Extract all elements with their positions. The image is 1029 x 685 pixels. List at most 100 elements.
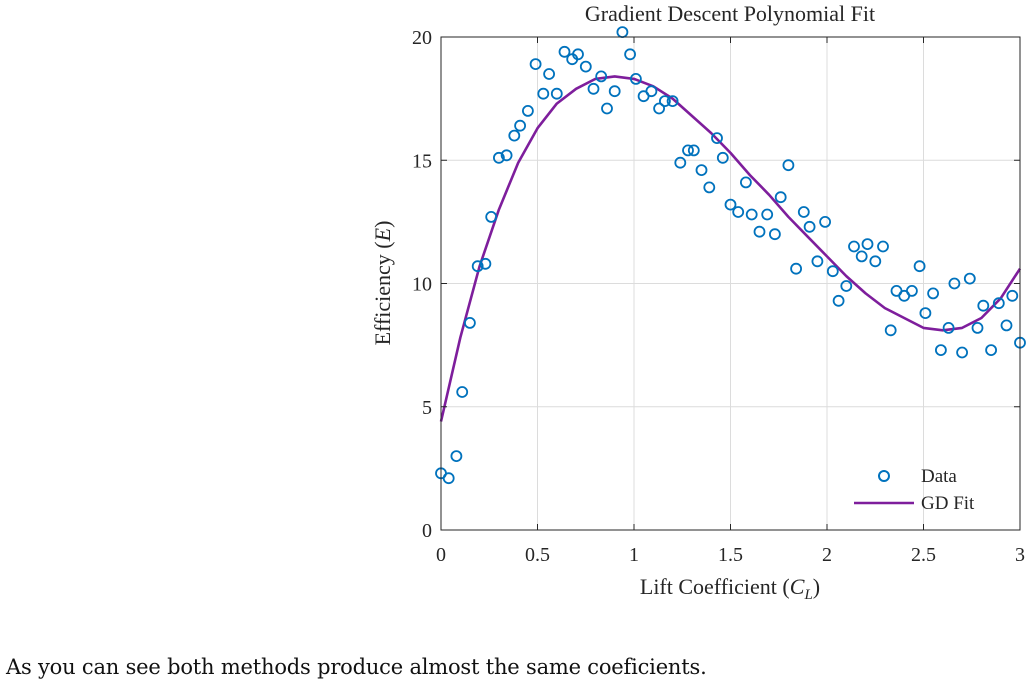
data-point [695, 164, 708, 177]
caption-text: As you can see both methods produce almo… [6, 655, 707, 679]
data-point [450, 450, 463, 463]
x-tick-label: 0 [436, 544, 446, 566]
data-point [711, 132, 723, 145]
x-tick-label: 1.5 [718, 544, 743, 566]
data-point [811, 255, 824, 268]
data-point [724, 198, 737, 211]
chart-title: Gradient Descent Polynomial Fit [585, 1, 875, 26]
data-point [1006, 289, 1019, 302]
data-point [956, 346, 968, 359]
data-point [963, 272, 976, 285]
data-point [840, 280, 853, 292]
data-point [587, 82, 600, 95]
data-point [877, 240, 889, 253]
data-point [797, 206, 810, 218]
data-point [687, 144, 700, 157]
data-point [579, 60, 592, 73]
data-point [906, 284, 918, 297]
data-point [682, 144, 694, 157]
y-tick-label: 15 [412, 150, 432, 172]
legend-marker-icon [878, 470, 890, 482]
data-point [471, 260, 484, 273]
chart: 0 0.5 1 1.5 2 2.5 3 0 5 10 15 20 Gradient Descent P… [370, 1, 1026, 603]
fit-line [439, 75, 1022, 422]
data-point [659, 95, 671, 107]
legend-item-data: Data [878, 466, 957, 487]
data-point [769, 228, 781, 241]
data-point [463, 316, 476, 329]
y-tick-label: 10 [412, 274, 432, 296]
data-point [761, 208, 774, 221]
x-tick-label: 1 [629, 544, 639, 566]
data-point [740, 176, 752, 189]
data-point [608, 85, 621, 98]
marker-layer [435, 26, 1026, 485]
data-point [492, 151, 505, 164]
y-tick-label: 20 [412, 27, 432, 49]
data-point [666, 95, 679, 107]
legend-label-fit: GD Fit [921, 493, 975, 514]
data-point [948, 277, 961, 290]
data-point [630, 73, 642, 85]
data-point [595, 70, 608, 83]
data-point [985, 344, 997, 357]
legend: Data GD Fit [854, 466, 975, 514]
fit-layer [439, 75, 1022, 422]
data-point [456, 386, 469, 398]
data-point [479, 257, 492, 270]
legend-item-fit: GD Fit [854, 493, 975, 514]
data-point [716, 151, 729, 164]
data-point [674, 156, 687, 169]
data-point [919, 307, 932, 320]
data-point [753, 225, 766, 238]
data-point [913, 260, 926, 273]
data-point [855, 250, 868, 263]
y-axis-label: Efficiency (E) [370, 221, 395, 346]
x-tick-label: 0.5 [525, 544, 550, 566]
data-point [884, 324, 897, 337]
data-point [832, 294, 845, 307]
data-point [616, 26, 629, 38]
data-point [558, 45, 571, 58]
data-point [848, 240, 860, 253]
data-point [942, 321, 955, 334]
y-tick-label: 5 [422, 397, 432, 419]
data-point [703, 181, 716, 194]
x-tick-label: 3 [1015, 544, 1025, 566]
data-point [442, 472, 455, 485]
data-point [935, 344, 947, 357]
data-point [514, 119, 526, 132]
data-point [745, 208, 758, 221]
ticks: 0 0.5 1 1.5 2 2.5 3 0 5 10 15 20 [412, 27, 1025, 566]
data-point [645, 85, 658, 98]
data-point [869, 255, 882, 268]
data-point [653, 102, 665, 115]
data-point [543, 68, 555, 80]
data-point [826, 265, 839, 278]
data-point [782, 159, 795, 172]
data-point [624, 48, 636, 61]
y-tick-label: 0 [422, 520, 432, 542]
data-point [861, 238, 874, 251]
data-point [601, 102, 613, 115]
data-point [819, 215, 831, 228]
x-axis-label: Lift Coefficient (CL) [640, 574, 820, 603]
data-point [803, 220, 816, 233]
data-point [732, 206, 745, 218]
data-point [790, 262, 802, 275]
data-point [550, 87, 563, 100]
data-point [971, 321, 984, 334]
x-axis-label-text: Lift Coefficient ( [640, 574, 790, 599]
data-point [522, 105, 534, 117]
data-point [529, 58, 542, 70]
x-tick-label: 2 [822, 544, 832, 566]
data-point [572, 48, 584, 61]
x-tick-label: 2.5 [911, 544, 936, 566]
data-point [1000, 319, 1013, 332]
data-point [485, 210, 498, 223]
legend-label-data: Data [921, 466, 957, 487]
data-point [508, 129, 521, 142]
data-point [977, 299, 990, 312]
data-point [992, 297, 1005, 310]
data-point [500, 149, 513, 162]
